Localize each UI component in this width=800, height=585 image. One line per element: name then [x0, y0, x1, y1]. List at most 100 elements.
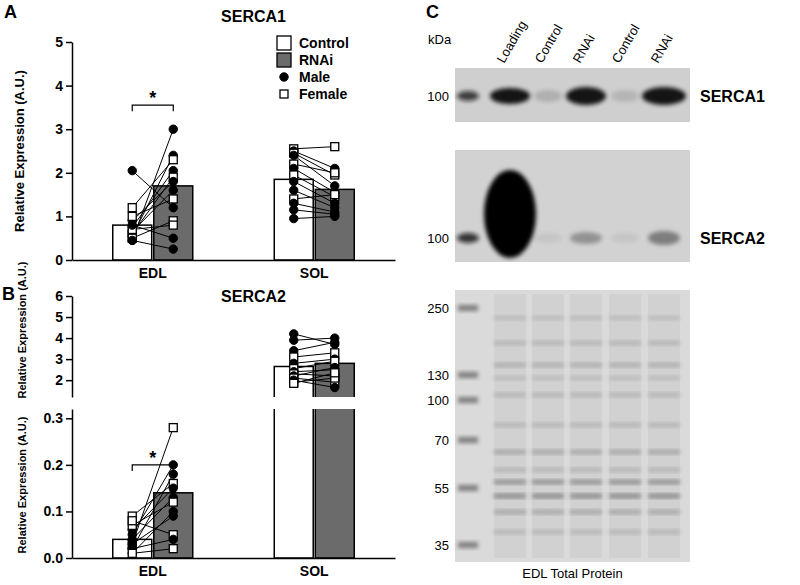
y-tick-label: 0.2: [44, 457, 64, 473]
point: [169, 498, 177, 506]
gel: [455, 290, 690, 562]
gel-band: [532, 494, 564, 498]
pair-line: [132, 465, 173, 535]
y-tick-label: 0.1: [44, 503, 64, 519]
gel-band: [494, 450, 526, 454]
blot-band: [642, 87, 686, 105]
x-tick-label: EDL: [139, 265, 167, 281]
x-axis-line: [73, 260, 396, 262]
point: [290, 151, 298, 159]
y-tick: 5: [55, 34, 72, 50]
point: [169, 186, 177, 194]
pair-line: [132, 129, 173, 240]
gel-band: [494, 376, 526, 380]
y-axis-line: [72, 410, 74, 559]
legend-label: Male: [299, 69, 330, 85]
pair-line: [294, 195, 335, 199]
gel-band: [609, 468, 641, 472]
point: [331, 212, 339, 220]
y-tick-mark: [66, 173, 72, 175]
ladder-band: [458, 397, 478, 403]
y-tick-label: 6: [55, 288, 63, 304]
y-tick: 4: [55, 330, 72, 346]
gel-band: [570, 341, 602, 345]
y-tick-label: 5: [55, 34, 63, 50]
bar: [315, 363, 354, 397]
gel-band: [494, 316, 526, 320]
point: [169, 195, 177, 203]
gel-band: [532, 316, 564, 320]
legend: ControlRNAiMaleFemale: [277, 35, 349, 102]
gel-band: [648, 450, 680, 454]
ladder-band: [458, 437, 478, 443]
gel-band: [532, 363, 564, 367]
point: [169, 221, 177, 229]
size-label: 100: [427, 231, 449, 246]
bar: [113, 539, 152, 558]
x-tick: EDL: [139, 260, 167, 281]
panel-label: B: [2, 284, 15, 304]
ladder-band: [458, 542, 478, 548]
plot-area: [113, 409, 355, 558]
gel-band: [532, 450, 564, 454]
y-tick: 5: [55, 309, 72, 325]
gel-band: [648, 494, 680, 498]
y-tick-mark: [66, 380, 72, 382]
chart-panel: ASERCA1012345Relative Expression (A.U.)E…: [4, 2, 396, 281]
gel-band: [570, 510, 602, 514]
gel-band: [570, 468, 602, 472]
y-tick-label: 0: [55, 252, 63, 268]
point: [169, 424, 177, 432]
point: [331, 191, 339, 199]
point: [169, 535, 177, 543]
blot-band: [534, 233, 562, 243]
pair-line: [132, 225, 173, 238]
caption: EDL Total Protein: [522, 566, 622, 581]
y-tick-label: 0.0: [44, 550, 64, 566]
gel-band: [609, 316, 641, 320]
lane-label: RNAi: [570, 32, 598, 66]
pair-line: [294, 210, 335, 214]
figure: ASERCA1012345Relative Expression (A.U.)E…: [0, 0, 800, 585]
blot-band: [534, 90, 562, 102]
gel-band: [532, 393, 564, 397]
gel-band: [494, 494, 526, 498]
x-tick-label: SOL: [300, 265, 329, 281]
gel-band: [648, 510, 680, 514]
gel-band: [609, 450, 641, 454]
pair-line: [132, 190, 173, 231]
gel-band: [609, 494, 641, 498]
point: [331, 369, 339, 377]
background: [0, 0, 800, 585]
ladder-label: 130: [427, 368, 449, 383]
pair-line: [294, 155, 335, 186]
pair-line: [294, 334, 335, 345]
point: [169, 470, 177, 478]
gel-band: [570, 480, 602, 484]
point: [290, 177, 298, 185]
y-tick-mark: [66, 216, 72, 218]
strip-label: SERCA2: [700, 230, 765, 247]
gel-band: [648, 480, 680, 484]
ladder-band: [458, 372, 478, 378]
point: [128, 166, 136, 174]
y-tick: 0.2: [44, 457, 72, 473]
y-tick: 3: [55, 121, 72, 137]
bar: [274, 409, 313, 558]
gel-band: [570, 316, 602, 320]
y-tick-mark: [66, 465, 72, 467]
x-tick: SOL: [300, 558, 329, 579]
gel-band: [494, 530, 526, 534]
legend-marker: [280, 90, 288, 98]
pair-line: [132, 502, 173, 525]
gel-band: [648, 341, 680, 345]
pair-line: [132, 155, 173, 236]
point: [331, 383, 339, 391]
gel-band: [648, 393, 680, 397]
pair-line: [294, 361, 335, 368]
gel-lane: [494, 294, 526, 558]
point: [169, 177, 177, 185]
y-tick-label: 1: [55, 208, 63, 224]
x-axis: EDLSOL: [73, 558, 396, 579]
legend-swatch: [277, 53, 291, 67]
